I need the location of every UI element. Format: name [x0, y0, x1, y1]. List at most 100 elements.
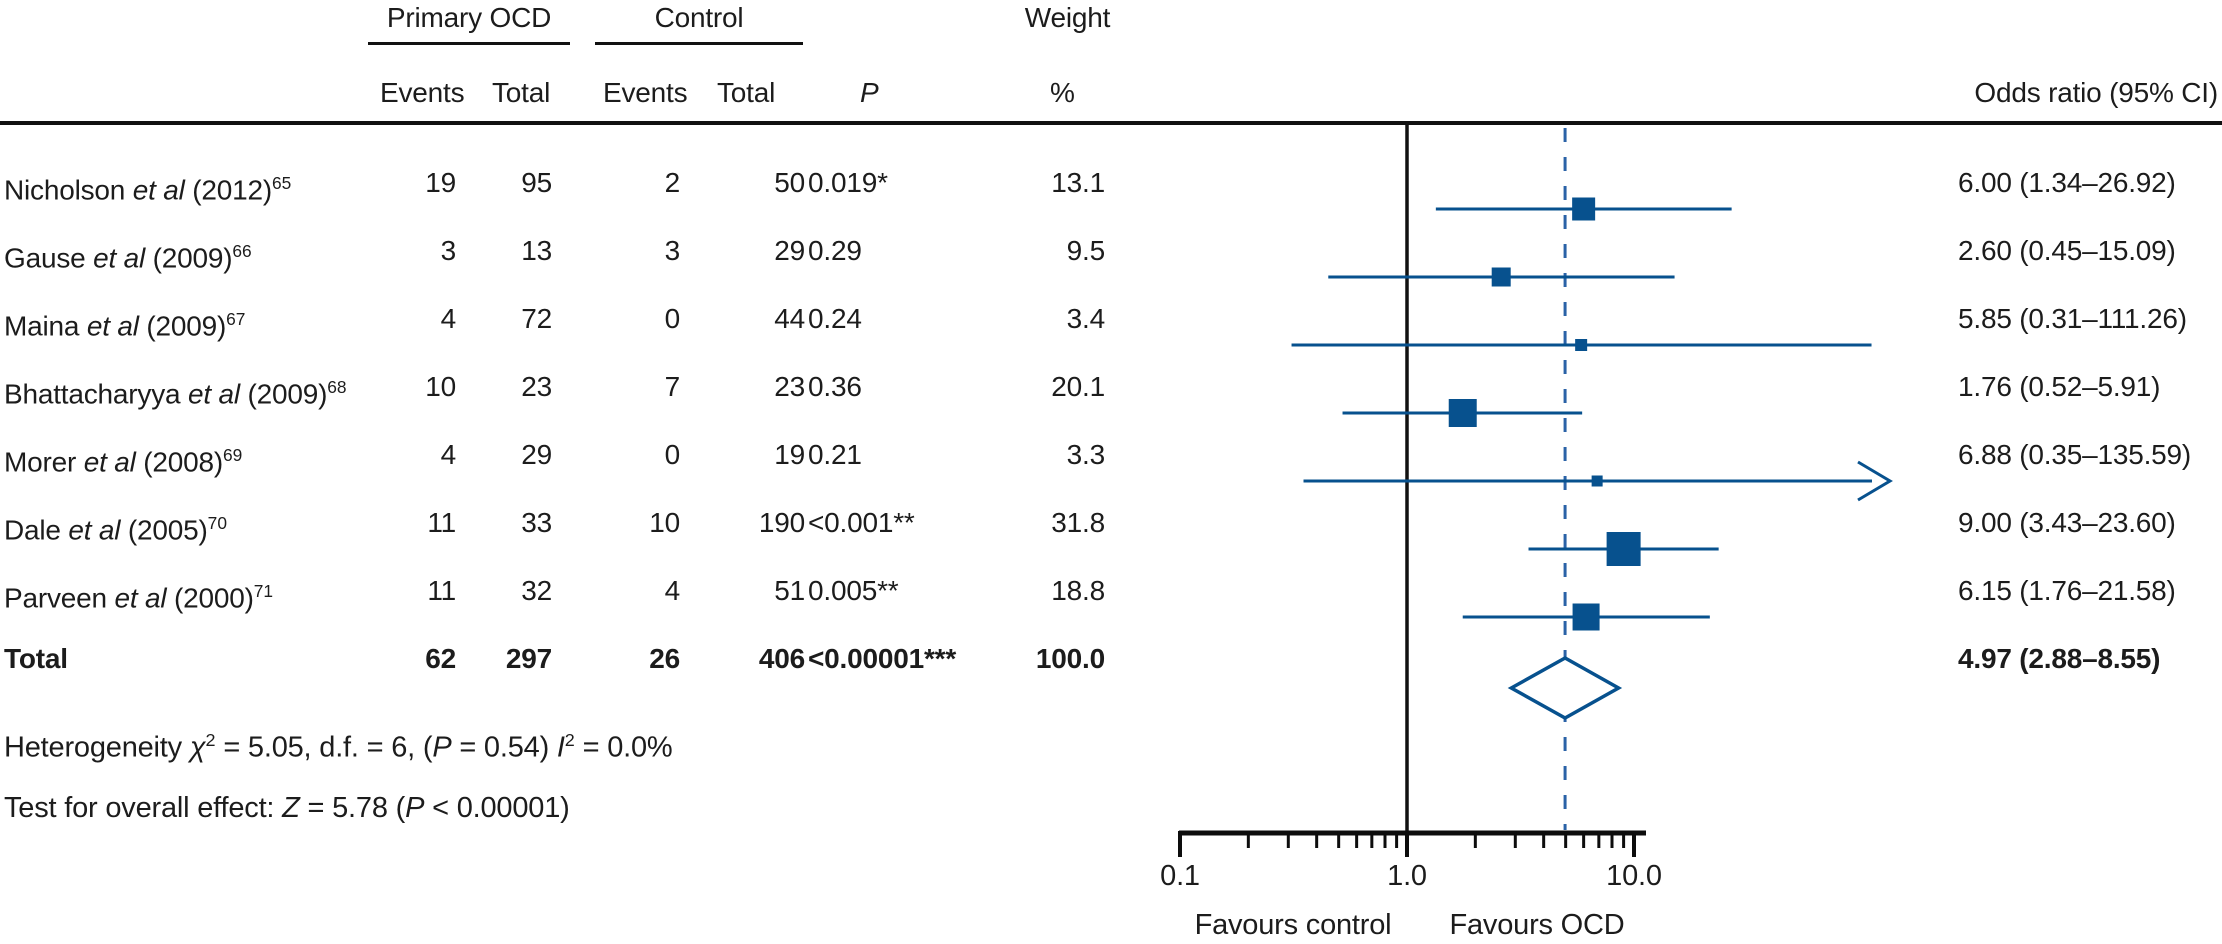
study-year: (2009)	[247, 378, 328, 410]
study-etal: et al	[86, 310, 139, 342]
weight-cell: 13.1	[1051, 167, 1105, 198]
study-ref-superscript: 68	[327, 377, 347, 397]
study-etal: et al	[132, 174, 185, 206]
study-label: Morer et al (2008)69	[4, 435, 434, 478]
heterogeneity-segment: I	[556, 731, 565, 764]
ctrl-total-cell: 51	[774, 575, 805, 606]
overall-effect-note: Test for overall effect: Z = 5.78 (P < 0…	[4, 788, 570, 828]
weight-cell: 3.4	[1066, 303, 1106, 334]
study-etal: et al	[68, 514, 121, 546]
study-ref-superscript: 71	[253, 581, 274, 601]
study-author: Morer	[4, 446, 77, 478]
odds-ratio-cell: 1.76 (0.52–5.91)	[1958, 371, 2161, 402]
weight-cell: 9.5	[1066, 235, 1106, 266]
study-label: Bhattacharyya et al (2009)68	[4, 367, 434, 410]
study-label: Nicholson et al (2012)65	[4, 163, 434, 206]
header-group-primary-ocd: Primary OCD	[386, 2, 552, 33]
study-year: (2005)	[127, 514, 208, 546]
ctrl-total-cell: 44	[774, 303, 805, 334]
overall-effect-segment: P	[405, 792, 425, 824]
header-odds-ratio: Odds ratio (95% CI)	[1974, 77, 2218, 108]
header-events-ctrl: Events	[603, 77, 688, 108]
heterogeneity-segment: χ	[189, 731, 206, 764]
study-author: Parveen	[4, 582, 107, 614]
study-author: Maina	[4, 310, 80, 342]
study-label: Maina et al (2009)67	[4, 299, 434, 342]
header-divider-rule	[0, 121, 2222, 125]
ctrl-total-cell: 29	[774, 235, 805, 266]
study-etal: et al	[114, 582, 167, 614]
heterogeneity-segment: = 5.05, d.f. = 6, (	[215, 731, 433, 764]
study-author: Gause	[4, 242, 86, 274]
odds-ratio-cell: 6.00 (1.34–26.92)	[1958, 167, 2176, 198]
odds-ratio-cell: 5.85 (0.31–111.26)	[1958, 303, 2187, 334]
ocd-total-cell: 13	[521, 235, 552, 266]
ctrl-events-cell: 3	[664, 235, 681, 266]
p-value-cell: 0.36	[808, 371, 862, 402]
ctrl-events-cell: 10	[649, 507, 680, 538]
study-ref-superscript: 67	[226, 309, 246, 329]
study-author: Dale	[4, 514, 61, 546]
odds-ratio-cell: 9.00 (3.43–23.60)	[1958, 507, 2176, 538]
header-weight: Weight	[1024, 2, 1111, 33]
overall-effect-segment: = 5.78 (	[299, 792, 406, 824]
ctrl-total-cell: 190	[758, 507, 805, 538]
study-year: (2000)	[174, 582, 254, 614]
odds-ratio-cell: 6.88 (0.35–135.59)	[1958, 439, 2192, 470]
heterogeneity-segment: = 0.0%	[574, 731, 673, 764]
study-ref-superscript: 69	[223, 445, 243, 465]
ctrl-events-cell: 0	[664, 303, 681, 334]
favours-ocd-label: Favours OCD	[1449, 909, 1625, 941]
ctrl-events-cell: 26	[649, 643, 680, 674]
x-axis-tick-label: 0.1	[1160, 860, 1200, 892]
header-p: P	[860, 77, 879, 108]
ocd-events-cell: 11	[427, 507, 456, 538]
odds-ratio-cell: 6.15 (1.76–21.58)	[1958, 575, 2176, 606]
ocd-total-cell: 29	[521, 439, 552, 470]
heterogeneity-segment: Heterogeneity	[4, 731, 190, 764]
ctrl-events-cell: 4	[664, 575, 681, 606]
ctrl-events-cell: 2	[664, 167, 681, 198]
x-axis-tick-label: 10.0	[1606, 860, 1662, 892]
study-ref-superscript: 65	[272, 173, 292, 193]
weight-cell: 31.8	[1051, 507, 1105, 538]
study-year: (2009)	[152, 242, 233, 274]
ci-arrow-right	[1857, 460, 1893, 502]
total-row-label: Total	[4, 643, 68, 674]
weight-cell: 20.1	[1051, 371, 1105, 402]
overall-effect-segment: Z	[282, 792, 300, 824]
weight-cell: 18.8	[1051, 575, 1105, 606]
header-group-control: Control	[654, 2, 744, 33]
heterogeneity-segment: = 0.54)	[451, 731, 557, 764]
ocd-events-cell: 11	[427, 575, 456, 606]
ctrl-events-cell: 7	[664, 371, 681, 402]
overall-effect-segment: Test for overall effect:	[4, 792, 283, 824]
ocd-events-cell: 4	[440, 303, 457, 334]
ocd-total-cell: 297	[505, 643, 552, 674]
p-value-cell: <0.00001***	[808, 643, 957, 674]
odds-ratio-cell: 4.97 (2.88–8.55)	[1958, 643, 2161, 674]
odds-ratio-square-marker	[1575, 339, 1588, 351]
ocd-events-cell: 4	[440, 439, 457, 470]
header-total-ctrl: Total	[717, 77, 776, 108]
ocd-events-cell: 62	[425, 643, 456, 674]
study-year: (2008)	[143, 446, 223, 478]
ocd-total-cell: 33	[521, 507, 552, 538]
study-ref-superscript: 70	[207, 513, 227, 533]
study-year: (2009)	[146, 310, 227, 342]
study-year: (2012)	[192, 174, 273, 206]
study-etal: et al	[83, 446, 136, 478]
underline-control	[595, 42, 803, 45]
header-percent: %	[1050, 77, 1075, 108]
ocd-total-cell: 32	[521, 575, 552, 606]
p-value-cell: <0.001**	[808, 507, 915, 538]
p-value-cell: 0.24	[808, 303, 862, 334]
p-value-cell: 0.21	[808, 439, 862, 470]
odds-ratio-square-marker	[1448, 399, 1477, 427]
study-author: Bhattacharyya	[4, 378, 181, 410]
heterogeneity-segment: 2	[564, 730, 575, 750]
ocd-events-cell: 19	[425, 167, 456, 198]
header-total-ocd: Total	[492, 77, 551, 108]
study-label: Gause et al (2009)66	[4, 231, 434, 274]
